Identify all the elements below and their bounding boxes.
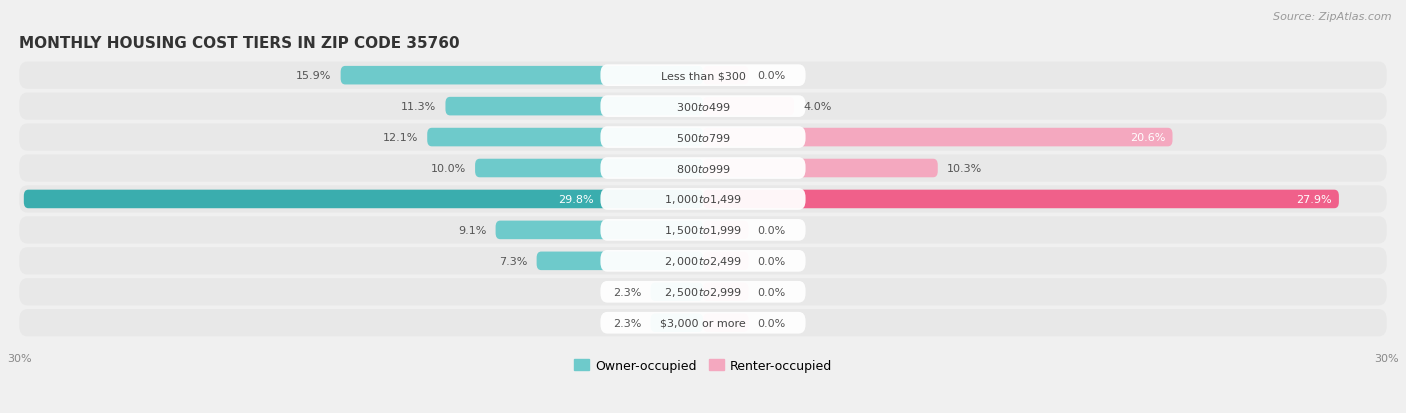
Text: MONTHLY HOUSING COST TIERS IN ZIP CODE 35760: MONTHLY HOUSING COST TIERS IN ZIP CODE 3…	[20, 36, 460, 51]
Text: 20.6%: 20.6%	[1130, 133, 1166, 143]
FancyBboxPatch shape	[20, 186, 1386, 213]
Text: $2,000 to $2,499: $2,000 to $2,499	[664, 255, 742, 268]
Text: 29.8%: 29.8%	[558, 195, 593, 204]
FancyBboxPatch shape	[20, 155, 1386, 182]
FancyBboxPatch shape	[600, 65, 806, 87]
Text: 7.3%: 7.3%	[499, 256, 527, 266]
Text: 2.3%: 2.3%	[613, 318, 641, 328]
Text: 27.9%: 27.9%	[1296, 195, 1331, 204]
FancyBboxPatch shape	[446, 97, 703, 116]
FancyBboxPatch shape	[20, 248, 1386, 275]
Text: 0.0%: 0.0%	[758, 256, 786, 266]
Text: $500 to $799: $500 to $799	[675, 132, 731, 144]
Legend: Owner-occupied, Renter-occupied: Owner-occupied, Renter-occupied	[568, 354, 838, 377]
FancyBboxPatch shape	[703, 314, 748, 332]
FancyBboxPatch shape	[703, 221, 748, 240]
Text: 12.1%: 12.1%	[382, 133, 418, 143]
FancyBboxPatch shape	[340, 67, 703, 85]
Text: $1,000 to $1,499: $1,000 to $1,499	[664, 193, 742, 206]
FancyBboxPatch shape	[703, 67, 748, 85]
Text: Less than $300: Less than $300	[661, 71, 745, 81]
FancyBboxPatch shape	[600, 127, 806, 149]
FancyBboxPatch shape	[427, 128, 703, 147]
FancyBboxPatch shape	[20, 278, 1386, 306]
Text: 0.0%: 0.0%	[758, 225, 786, 235]
FancyBboxPatch shape	[600, 158, 806, 179]
FancyBboxPatch shape	[600, 281, 806, 303]
FancyBboxPatch shape	[20, 124, 1386, 151]
FancyBboxPatch shape	[651, 314, 703, 332]
Text: $3,000 or more: $3,000 or more	[661, 318, 745, 328]
Text: 0.0%: 0.0%	[758, 287, 786, 297]
Text: Source: ZipAtlas.com: Source: ZipAtlas.com	[1274, 12, 1392, 22]
Text: 9.1%: 9.1%	[458, 225, 486, 235]
FancyBboxPatch shape	[20, 217, 1386, 244]
FancyBboxPatch shape	[600, 250, 806, 272]
Text: 10.0%: 10.0%	[430, 164, 465, 173]
FancyBboxPatch shape	[703, 283, 748, 301]
Text: 10.3%: 10.3%	[946, 164, 983, 173]
FancyBboxPatch shape	[495, 221, 703, 240]
FancyBboxPatch shape	[600, 220, 806, 241]
FancyBboxPatch shape	[24, 190, 703, 209]
FancyBboxPatch shape	[537, 252, 703, 271]
FancyBboxPatch shape	[20, 93, 1386, 121]
FancyBboxPatch shape	[703, 128, 1173, 147]
Text: 11.3%: 11.3%	[401, 102, 436, 112]
Text: $1,500 to $1,999: $1,500 to $1,999	[664, 224, 742, 237]
Text: $300 to $499: $300 to $499	[675, 101, 731, 113]
Text: 4.0%: 4.0%	[803, 102, 832, 112]
FancyBboxPatch shape	[703, 252, 748, 271]
FancyBboxPatch shape	[475, 159, 703, 178]
Text: 0.0%: 0.0%	[758, 71, 786, 81]
FancyBboxPatch shape	[600, 189, 806, 210]
FancyBboxPatch shape	[703, 159, 938, 178]
FancyBboxPatch shape	[600, 312, 806, 334]
FancyBboxPatch shape	[20, 309, 1386, 337]
FancyBboxPatch shape	[20, 62, 1386, 90]
Text: $2,500 to $2,999: $2,500 to $2,999	[664, 285, 742, 299]
Text: 2.3%: 2.3%	[613, 287, 641, 297]
Text: $800 to $999: $800 to $999	[675, 163, 731, 175]
Text: 15.9%: 15.9%	[297, 71, 332, 81]
FancyBboxPatch shape	[600, 96, 806, 118]
FancyBboxPatch shape	[651, 283, 703, 301]
Text: 0.0%: 0.0%	[758, 318, 786, 328]
FancyBboxPatch shape	[703, 190, 1339, 209]
FancyBboxPatch shape	[703, 97, 794, 116]
